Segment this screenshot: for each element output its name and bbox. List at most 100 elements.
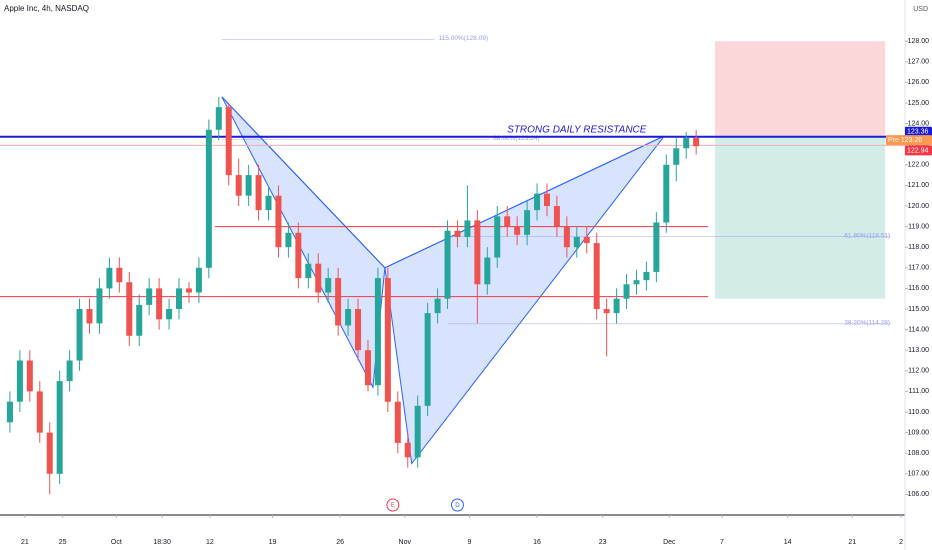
y-axis-panel — [905, 0, 932, 550]
fib-label: 115.00%(128.09) — [439, 35, 488, 42]
y-tick-label: 119.00 — [908, 223, 929, 230]
candle-body — [6, 401, 13, 423]
x-tick-label: 26 — [336, 539, 344, 546]
candle-body — [26, 360, 33, 392]
event-marker — [386, 498, 400, 512]
candle-body — [185, 288, 192, 293]
candle-body — [534, 193, 541, 211]
candle-body — [474, 220, 481, 285]
x-tick-label: Nov — [399, 539, 412, 546]
candle-body — [583, 236, 590, 244]
candle-body — [205, 129, 212, 268]
candle-body — [424, 313, 431, 406]
x-tick-label: 14 — [784, 539, 792, 546]
candle-body — [394, 401, 401, 443]
candle-body — [126, 282, 133, 336]
x-tick-label: 18:30 — [153, 539, 171, 546]
y-tick-label: 109.00 — [908, 429, 930, 436]
candle-body — [404, 442, 411, 458]
candle-body — [514, 226, 521, 235]
event-label: E — [391, 503, 395, 509]
candle-body — [673, 148, 680, 165]
candle-body — [36, 391, 43, 433]
candle-body — [116, 267, 123, 283]
candle-body — [573, 236, 580, 248]
candle-body — [325, 278, 332, 293]
candle-body — [146, 288, 153, 305]
event-marker — [450, 498, 464, 512]
x-tick-label: 9 — [467, 539, 471, 546]
x-tick-label: 21 — [21, 539, 29, 546]
y-tick-label: 125.00 — [908, 100, 930, 107]
candle-body — [494, 216, 501, 258]
candle-body — [553, 206, 560, 227]
x-tick-label: 2 — [899, 539, 903, 546]
candle-body — [364, 350, 371, 386]
pattern-leg — [221, 96, 665, 269]
y-tick-label: 114.00 — [908, 326, 929, 333]
target-zone — [715, 136, 886, 299]
candle-body — [106, 267, 113, 289]
y-tick-label: 128.00 — [908, 38, 930, 45]
candle-body — [295, 232, 302, 279]
candle-body — [524, 210, 531, 235]
y-tick-label: 112.00 — [908, 368, 929, 375]
candle-body — [374, 278, 381, 386]
candle-body — [484, 257, 491, 285]
y-tick-label: 126.00 — [908, 79, 930, 86]
annotation: STRONG DAILY RESISTANCE — [507, 124, 647, 135]
y-tick-label: 115.00 — [908, 306, 929, 313]
candle-body — [643, 271, 650, 281]
candle-body — [56, 381, 63, 474]
y-tick-label: 124.00 — [908, 120, 930, 127]
candle-body — [156, 288, 163, 320]
x-tick-label: 21 — [848, 539, 856, 546]
x-tick-label: 16 — [533, 539, 541, 546]
candle-body — [195, 267, 202, 293]
candle-body — [633, 280, 640, 285]
candle-body — [315, 263, 322, 293]
x-tick-label: Dec — [663, 539, 676, 546]
price-tag-label: 122.94 — [907, 147, 929, 154]
candle-body — [245, 175, 252, 196]
candle-body — [136, 304, 143, 336]
y-tick-label: 118.00 — [908, 244, 929, 251]
x-tick-label: 23 — [599, 539, 607, 546]
candle-body — [225, 107, 232, 176]
x-tick-label: 25 — [59, 539, 67, 546]
y-tick-label: 110.00 — [908, 409, 929, 416]
price-tag-label: Pre 123.20 — [888, 137, 922, 144]
y-tick-label: 120.00 — [908, 203, 930, 210]
candle-body — [543, 193, 550, 206]
candle-body — [355, 309, 362, 351]
candle-body — [275, 195, 282, 248]
candle-body — [603, 309, 610, 314]
candle-body — [434, 298, 441, 314]
y-tick-label: 121.00 — [908, 182, 930, 189]
event-label: D — [455, 503, 460, 509]
candle-body — [235, 175, 242, 196]
y-tick-label: 122.00 — [908, 162, 930, 169]
y-tick-label: 117.00 — [908, 265, 929, 272]
fib-label: 88.60%(123.24) — [493, 135, 539, 142]
fib-label: 61.80%(118.51) — [844, 232, 890, 239]
y-tick-label: 108.00 — [908, 450, 930, 457]
candle-body — [305, 263, 312, 279]
candle-body — [683, 138, 690, 149]
candle-body — [166, 309, 173, 320]
price-tag — [905, 126, 932, 137]
stop-zone — [715, 41, 886, 137]
candle-body — [454, 230, 461, 237]
x-tick-label: 19 — [269, 539, 277, 546]
price-tag-label: 123.36 — [907, 129, 929, 136]
candle-body — [464, 220, 471, 237]
y-tick-label: 116.00 — [908, 285, 929, 292]
y-tick-label: 106.00 — [908, 491, 930, 498]
currency-label: USD — [913, 6, 928, 13]
candle-body — [16, 360, 23, 402]
x-tick-label: 12 — [206, 539, 214, 546]
fib-label: 38.20%(114.28) — [844, 320, 890, 327]
